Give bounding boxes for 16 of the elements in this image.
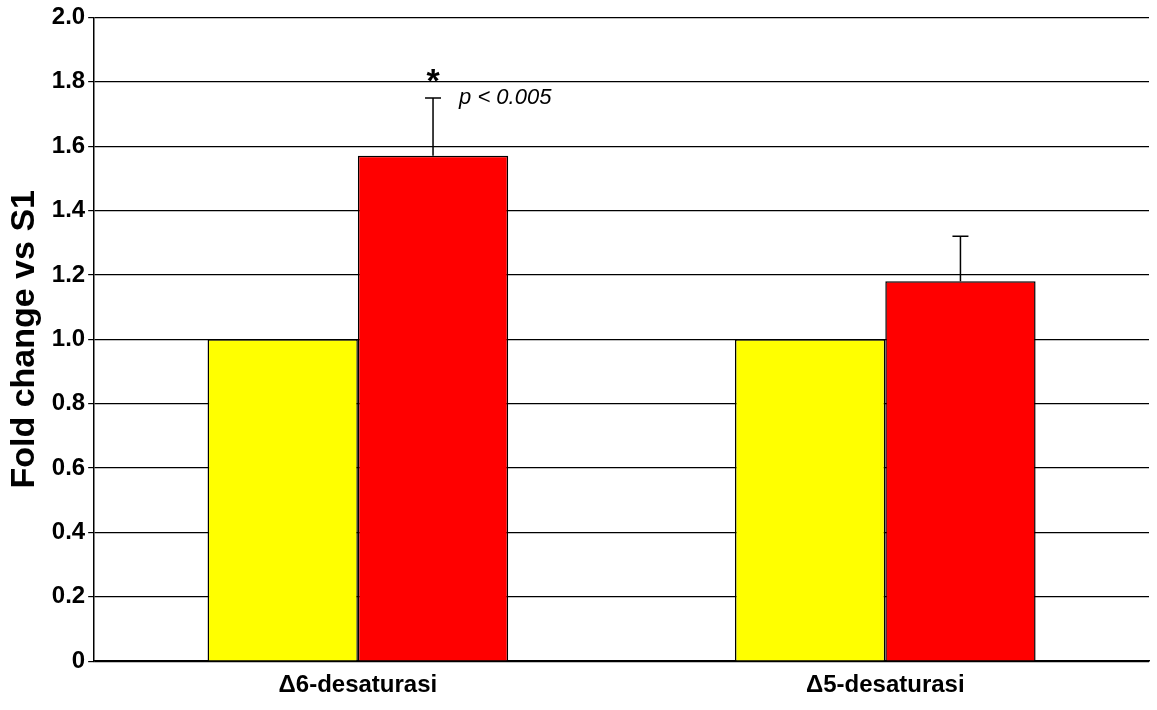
y-tick-label: 2.0: [51, 2, 86, 30]
y-axis-title: Fold change vs S1: [2, 190, 41, 489]
y-tick-label: 0.2: [51, 581, 86, 609]
y-tick-label: 0: [71, 645, 86, 673]
x-tick-label: Δ5-desaturasi: [805, 670, 965, 698]
y-tick-label: 1.2: [51, 259, 86, 287]
x-tick-label: Δ6-desaturasi: [278, 670, 438, 698]
y-tick-label: 1.4: [51, 195, 86, 223]
y-tick-label: 1.8: [51, 66, 86, 94]
y-tick-label: 1.0: [51, 323, 86, 351]
y-tick-label: 0.4: [51, 517, 86, 545]
y-tick-label: 0.8: [51, 388, 86, 416]
y-tick-label: 0.6: [51, 452, 86, 480]
y-tick-label: 1.6: [51, 130, 86, 158]
annotation: *: [426, 61, 441, 100]
annotation: p < 0.005: [458, 83, 553, 109]
